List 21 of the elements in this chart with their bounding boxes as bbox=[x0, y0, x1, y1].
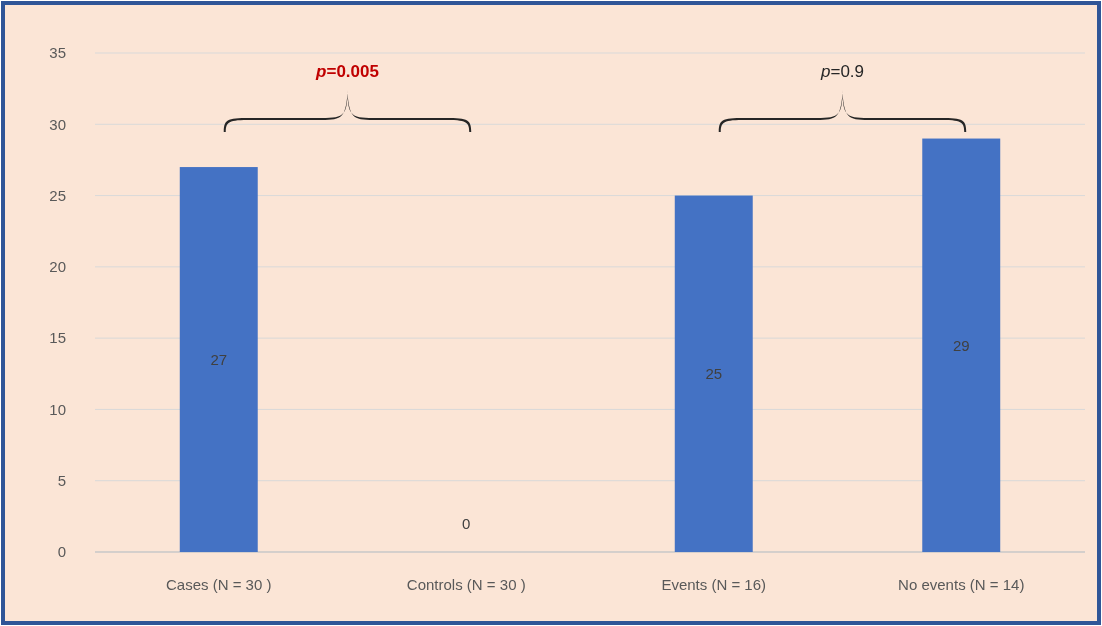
y-tick-label: 30 bbox=[49, 115, 66, 133]
y-tick-label: 5 bbox=[57, 471, 66, 489]
data-label: 29 bbox=[952, 336, 970, 354]
x-tick-label: Controls (N = 30 ) bbox=[406, 576, 526, 593]
bar bbox=[179, 167, 258, 552]
data-label: 27 bbox=[210, 350, 228, 368]
x-tick-label: Cases (N = 30 ) bbox=[166, 576, 272, 593]
y-tick-label: 15 bbox=[49, 329, 66, 347]
data-label: 0 bbox=[462, 515, 471, 533]
y-tick-label: 25 bbox=[49, 186, 66, 204]
y-tick-label: 35 bbox=[49, 44, 66, 62]
x-tick-label: No events (N = 14) bbox=[898, 576, 1025, 593]
x-tick-label: Events (N = 16) bbox=[661, 576, 767, 593]
annotation: p=0.9 bbox=[819, 62, 865, 81]
data-label: 25 bbox=[705, 365, 723, 383]
annotation: p=0.005 bbox=[315, 62, 379, 81]
bar bbox=[674, 195, 753, 552]
bar bbox=[922, 138, 1001, 552]
y-tick-label: 0 bbox=[57, 543, 66, 561]
y-tick-label: 10 bbox=[49, 400, 66, 418]
y-tick-label: 20 bbox=[49, 258, 66, 276]
